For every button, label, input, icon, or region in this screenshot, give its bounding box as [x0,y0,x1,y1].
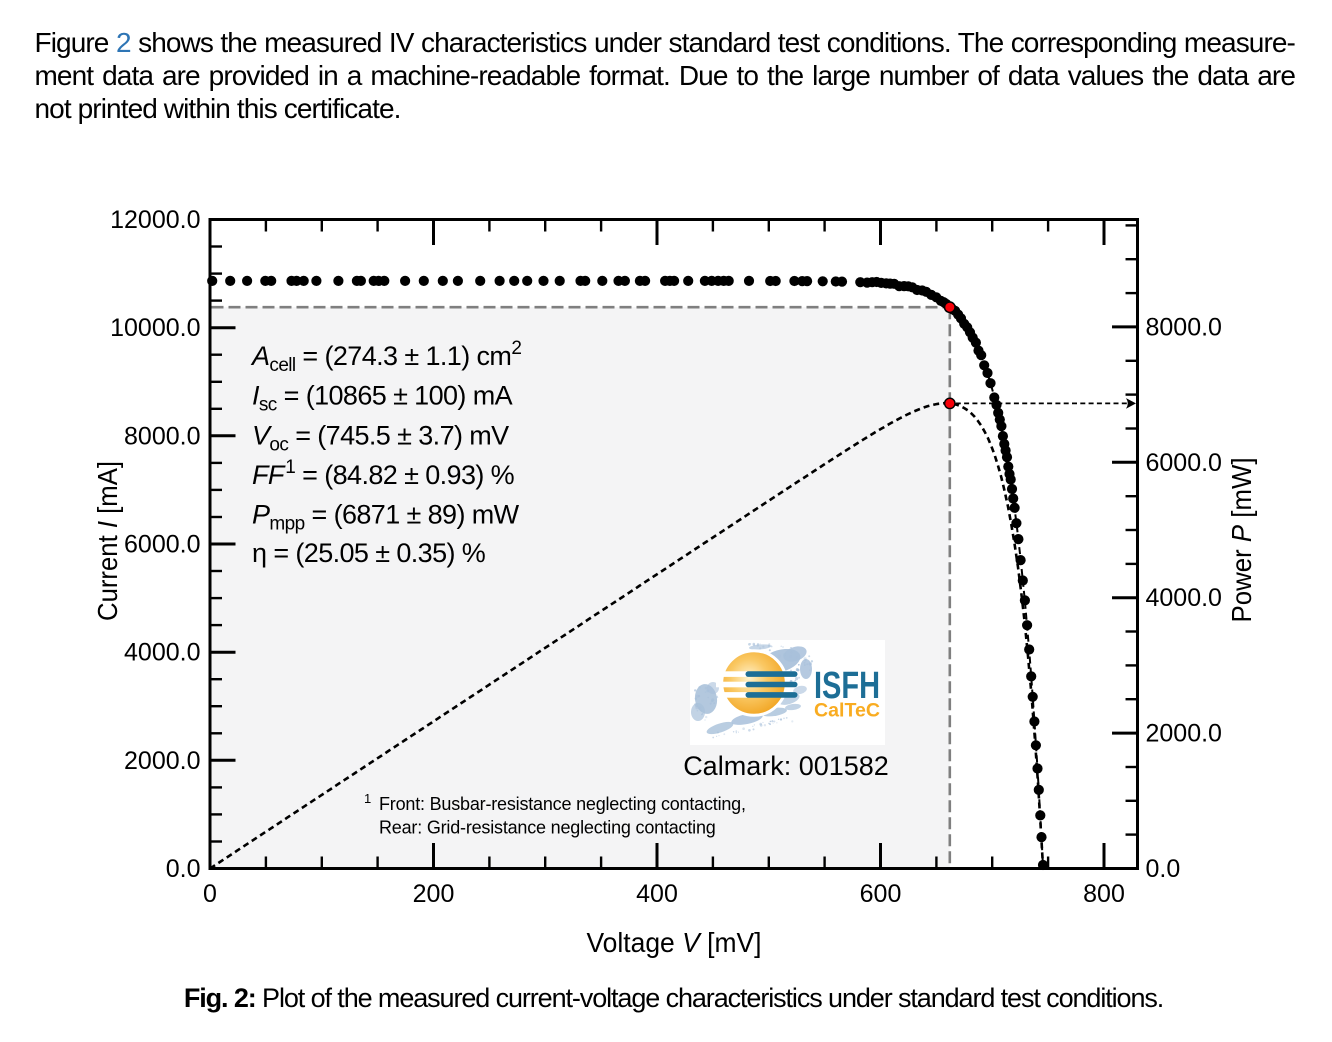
svg-text:12000.0: 12000.0 [110,206,200,234]
svg-text:10000.0: 10000.0 [110,314,200,342]
svg-text:Acell = (274.3 ± 1.1) cm2: Acell = (274.3 ± 1.1) cm2 [250,338,521,376]
svg-text:600: 600 [860,880,902,908]
svg-text:Power P [mW]: Power P [mW] [1226,458,1257,623]
svg-text:4000.0: 4000.0 [1146,584,1222,612]
svg-text:Calmark: 001582: Calmark: 001582 [683,751,889,781]
svg-text:2000.0: 2000.0 [1146,720,1222,748]
svg-text:Current I [mA]: Current I [mA] [92,461,123,621]
svg-text:Voltage V [mV]: Voltage V [mV] [587,927,762,958]
svg-text:2000.0: 2000.0 [124,747,200,775]
svg-text:4000.0: 4000.0 [124,639,200,667]
svg-text:6000.0: 6000.0 [1146,449,1222,477]
svg-text:200: 200 [413,880,455,908]
svg-text:1: 1 [364,791,371,806]
svg-text:CalTeC: CalTeC [814,701,880,722]
svg-text:Front: Busbar-resistance negle: Front: Busbar-resistance neglecting cont… [379,794,746,814]
svg-text:400: 400 [636,880,678,908]
svg-text:8000.0: 8000.0 [124,422,200,450]
svg-text:FF1 = (84.82 ± 0.93) %: FF1 = (84.82 ± 0.93) % [252,457,515,490]
svg-text:η = (25.05 ± 0.35) %: η = (25.05 ± 0.35) % [252,538,486,568]
svg-text:Isc = (10865 ± 100) mA: Isc = (10865 ± 100) mA [252,381,513,416]
svg-text:0.0: 0.0 [1146,855,1181,883]
svg-text:0.0: 0.0 [166,855,201,883]
svg-text:8000.0: 8000.0 [1146,313,1222,341]
svg-text:ISFH: ISFH [814,665,880,707]
svg-text:0: 0 [203,880,217,908]
svg-text:Voc = (745.5 ± 3.7) mV: Voc = (745.5 ± 3.7) mV [252,420,509,455]
svg-text:Rear: Grid-resistance neglecti: Rear: Grid-resistance neglecting contact… [379,818,716,838]
svg-text:6000.0: 6000.0 [124,531,200,559]
svg-text:800: 800 [1083,880,1125,908]
svg-text:Pmpp = (6871 ± 89) mW: Pmpp = (6871 ± 89) mW [252,500,520,535]
